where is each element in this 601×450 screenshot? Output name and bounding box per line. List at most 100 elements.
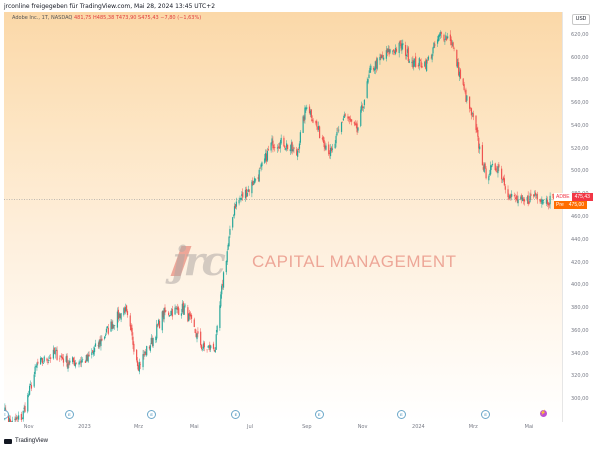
candle-body	[497, 166, 499, 174]
candle-body	[394, 47, 397, 54]
candle-body	[373, 68, 376, 71]
candle-body	[190, 314, 193, 319]
candle-body	[110, 321, 112, 332]
candle-body	[65, 356, 67, 362]
candle-body	[125, 307, 127, 312]
candle-body	[16, 418, 18, 419]
candle-body	[395, 48, 398, 52]
candle-body	[265, 153, 267, 161]
tradingview-logo-icon	[4, 438, 12, 444]
candle-body	[258, 169, 260, 182]
candle-body	[419, 59, 421, 61]
candle-body	[113, 325, 115, 326]
candle-body	[406, 49, 409, 53]
candle-body	[444, 41, 446, 43]
candle-body	[439, 32, 441, 36]
candle-body	[78, 362, 80, 365]
candle-body	[336, 132, 338, 136]
candle-body	[165, 310, 167, 312]
candle-body	[40, 357, 43, 360]
candle-body	[87, 355, 89, 362]
candle-body	[150, 337, 152, 344]
candle-body	[225, 261, 227, 273]
earnings-marker-icon[interactable]: E	[4, 410, 9, 419]
candle-body	[272, 140, 274, 149]
candle-body	[278, 146, 280, 149]
candle-body	[318, 126, 321, 139]
candle-body	[431, 53, 433, 60]
candle-body	[14, 418, 16, 420]
last-price-tag: ADBE 475,43	[554, 193, 593, 202]
candle-body	[8, 418, 11, 422]
candle-body	[507, 189, 509, 197]
candle-body	[29, 383, 32, 385]
candle-body	[151, 338, 153, 345]
candle-body	[101, 338, 103, 341]
candle-body	[337, 130, 339, 132]
candle-body	[61, 356, 64, 360]
candle-body	[143, 353, 145, 356]
candle-body	[330, 147, 333, 152]
currency-button[interactable]: USD	[572, 14, 590, 25]
candle-body	[213, 350, 215, 352]
candle-body	[234, 204, 237, 209]
candle-body	[30, 385, 33, 389]
price-axis[interactable]: 300,00 320,00 340,00 360,00 380,00 400,00 420,…	[562, 12, 601, 422]
price-axis-tick: 540,00	[571, 122, 589, 129]
candle-body	[534, 192, 537, 196]
earnings-marker-icon[interactable]: E	[314, 410, 324, 419]
earnings-marker-icon[interactable]: E	[64, 410, 74, 419]
candle-body	[251, 181, 253, 194]
candle-body	[305, 107, 307, 110]
earnings-marker-icon[interactable]: E	[481, 410, 491, 419]
candle-body	[302, 116, 304, 133]
candle-body	[11, 420, 13, 422]
news-flash-icon[interactable]: ⚡	[539, 410, 547, 417]
price-axis-tick: 560,00	[571, 100, 589, 107]
candle-body	[511, 193, 513, 197]
earnings-marker-icon[interactable]: E	[397, 410, 406, 419]
candle-body	[176, 307, 178, 310]
candle-body	[164, 307, 166, 313]
candle-body	[458, 62, 460, 76]
earnings-marker-icon[interactable]: E	[231, 410, 241, 419]
candle-body	[29, 385, 31, 395]
candle-body	[324, 145, 326, 149]
candlestick-chart[interactable]	[4, 12, 562, 422]
candle-body	[200, 331, 202, 346]
candle-body	[93, 347, 96, 353]
candle-body	[97, 345, 99, 346]
candle-body	[129, 315, 131, 327]
premarket-label: Pre	[554, 201, 566, 210]
candle-body	[208, 345, 210, 348]
candle-body	[266, 150, 269, 161]
candle-body	[226, 251, 228, 263]
candle-body	[462, 78, 464, 85]
earnings-marker-icon[interactable]: E	[147, 410, 157, 419]
candle-body	[485, 168, 487, 179]
candle-body	[540, 199, 542, 202]
candle-body	[80, 361, 82, 363]
candle-body	[82, 359, 84, 360]
time-axis-tick: 2023	[78, 424, 91, 430]
candle-body	[413, 61, 415, 67]
candle-body	[136, 349, 138, 361]
candle-body	[35, 366, 37, 367]
candle-body	[162, 310, 164, 318]
candle-body	[356, 123, 358, 133]
candle-body	[481, 145, 484, 166]
price-pane[interactable]: Adobe Inc., 1T, NASDAQ 481,75 H485,38 T4…	[4, 12, 562, 422]
candle-body	[200, 344, 203, 350]
candle-body	[34, 366, 36, 375]
candle-body	[469, 96, 471, 109]
candle-body	[55, 349, 57, 351]
candle-body	[290, 143, 292, 149]
candle-body	[386, 48, 388, 53]
candle-body	[79, 361, 81, 363]
candle-body	[445, 35, 447, 41]
candle-body	[194, 328, 196, 333]
time-axis[interactable]: Nov 2023 Mrz Mai Jul Sep Nov 2024 Mrz Mai	[4, 422, 562, 434]
candle-body	[219, 305, 221, 329]
candle-body	[533, 194, 536, 196]
